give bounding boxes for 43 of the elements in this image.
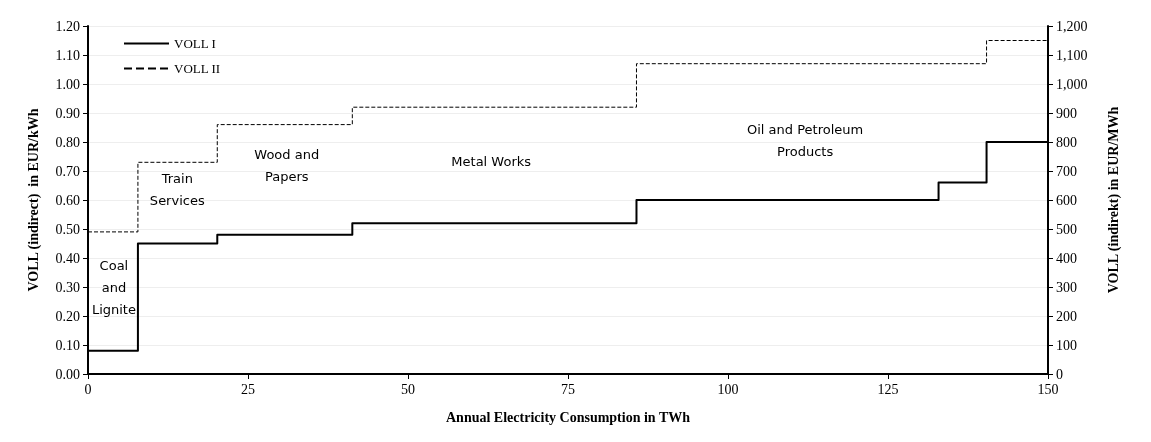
x-tick-label: 0 — [84, 381, 92, 397]
y2-tick-label: 800 — [1056, 134, 1077, 150]
y-tick-label: 0.40 — [55, 250, 80, 266]
y2-axis-title: VOLL (indirekt) in EUR/MWh — [1105, 106, 1122, 294]
y2-tick-label: 1,200 — [1056, 18, 1088, 34]
y2-tick-label: 1,100 — [1056, 47, 1088, 63]
y2-tick-label: 100 — [1056, 337, 1077, 353]
y-tick-label: 0.00 — [55, 366, 80, 382]
y-tick-label: 0.30 — [55, 279, 80, 295]
y-tick-label: 0.20 — [55, 308, 80, 324]
y2-tick-label: 600 — [1056, 192, 1077, 208]
y-tick-label: 0.90 — [55, 105, 80, 121]
x-tick-label: 25 — [241, 381, 255, 397]
y2-tick-label: 300 — [1056, 279, 1077, 295]
annotation: Metal Works — [451, 154, 532, 170]
annotation: Oil and Petroleum Products — [747, 122, 864, 160]
y2-tick-label: 700 — [1056, 163, 1077, 179]
legend-label: VOLL II — [174, 61, 221, 76]
x-axis-title: Annual Electricity Consumption in TWh — [445, 409, 691, 425]
y-tick-label: 1.10 — [55, 47, 80, 63]
annotation: Coal and Lignite — [91, 257, 136, 317]
x-tick-label: 75 — [561, 381, 575, 397]
y2-tick-label: 1,000 — [1056, 76, 1088, 92]
y-tick-label: 1.00 — [55, 76, 80, 92]
y-tick-label: 1.20 — [55, 18, 80, 34]
x-tick-label: 50 — [401, 381, 415, 397]
x-tick-label: 100 — [717, 381, 739, 397]
y2-tick-label: 200 — [1056, 308, 1077, 324]
x-tick-label: 125 — [877, 381, 899, 397]
y2-tick-label: 500 — [1056, 221, 1077, 237]
y-tick-label: 0.10 — [55, 337, 80, 353]
y-tick-label: 0.70 — [55, 163, 80, 179]
y2-tick-label: 0 — [1056, 366, 1063, 382]
y-tick-label: 0.50 — [55, 221, 80, 237]
y-tick-label: 0.60 — [55, 192, 80, 208]
y-tick-label: 0.80 — [55, 134, 80, 150]
y2-tick-label: 900 — [1056, 105, 1077, 121]
x-tick-label: 150 — [1037, 381, 1059, 397]
legend-label: VOLL I — [174, 36, 216, 51]
y2-tick-label: 400 — [1056, 250, 1077, 266]
annotation: Train Services — [149, 171, 205, 209]
annotation: Wood and Papers — [254, 146, 320, 184]
y-axis-title: VOLL (indirect) in EUR/kWh — [25, 108, 42, 292]
